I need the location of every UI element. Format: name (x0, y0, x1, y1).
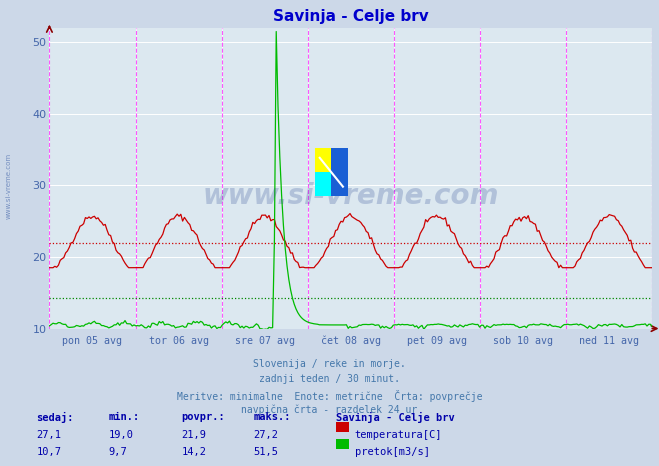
Bar (315, 172, 331, 196)
Title: Savinja - Celje brv: Savinja - Celje brv (273, 9, 429, 24)
Text: navpična črta - razdelek 24 ur: navpična črta - razdelek 24 ur (241, 405, 418, 416)
Text: 51,5: 51,5 (254, 447, 279, 457)
Text: Savinja - Celje brv: Savinja - Celje brv (336, 412, 455, 424)
Text: sre 07 avg: sre 07 avg (235, 336, 295, 345)
Text: ned 11 avg: ned 11 avg (579, 336, 639, 345)
Text: čet 08 avg: čet 08 avg (321, 336, 381, 346)
Text: temperatura[C]: temperatura[C] (355, 430, 442, 440)
Text: pretok[m3/s]: pretok[m3/s] (355, 447, 430, 457)
Text: 27,2: 27,2 (254, 430, 279, 440)
Text: 14,2: 14,2 (181, 447, 206, 457)
Text: maks.:: maks.: (254, 412, 291, 422)
Text: pet 09 avg: pet 09 avg (407, 336, 467, 345)
Text: www.si-vreme.com: www.si-vreme.com (203, 182, 499, 210)
Text: povpr.:: povpr.: (181, 412, 225, 422)
Text: tor 06 avg: tor 06 avg (149, 336, 209, 345)
Bar (331, 148, 348, 196)
Text: www.si-vreme.com: www.si-vreme.com (5, 153, 12, 219)
Bar (315, 148, 331, 172)
Text: sedaj:: sedaj: (36, 412, 74, 424)
Text: 10,7: 10,7 (36, 447, 61, 457)
Text: 27,1: 27,1 (36, 430, 61, 440)
Text: Slovenija / reke in morje.: Slovenija / reke in morje. (253, 359, 406, 369)
Text: pon 05 avg: pon 05 avg (63, 336, 123, 345)
Text: sob 10 avg: sob 10 avg (493, 336, 553, 345)
Text: 9,7: 9,7 (109, 447, 127, 457)
Text: 19,0: 19,0 (109, 430, 134, 440)
Text: min.:: min.: (109, 412, 140, 422)
Text: 21,9: 21,9 (181, 430, 206, 440)
Text: zadnji teden / 30 minut.: zadnji teden / 30 minut. (259, 374, 400, 384)
Text: Meritve: minimalne  Enote: metrične  Črta: povprečje: Meritve: minimalne Enote: metrične Črta:… (177, 390, 482, 402)
